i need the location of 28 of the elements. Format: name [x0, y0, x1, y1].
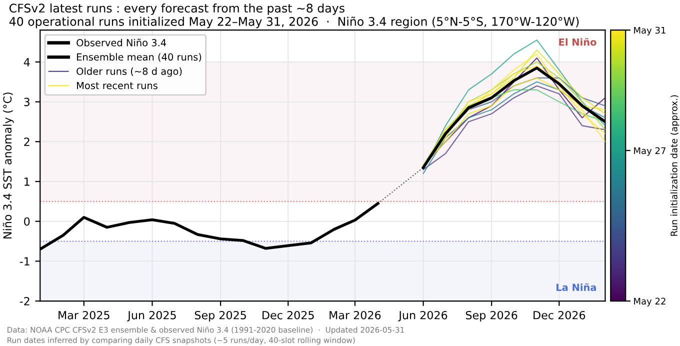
y-tick-label: -1	[20, 257, 30, 266]
x-tick-label: Dec 2025	[262, 310, 314, 320]
x-tick-label: Mar 2026	[330, 310, 381, 320]
chart-title: CFSv2 latest runs : every forecast from the past ~8 days	[10, 3, 344, 15]
color-bar-label: May 22	[634, 298, 666, 306]
x-tick-label: Sep 2026	[466, 310, 518, 322]
x-tick-label: Dec 2026	[534, 310, 586, 320]
x-tick-label: Mar 2025	[58, 310, 110, 320]
color-bar-label: May 31	[634, 26, 666, 36]
y-tick-label: 3	[24, 98, 30, 106]
legend-label: Ensemble mean (40 runs)	[77, 53, 202, 62]
legend-label: Most recent runs	[77, 82, 158, 90]
y-tick-label: 1	[24, 178, 30, 186]
y-tick-label: 2	[24, 138, 30, 146]
x-tick-label: Jun 2025	[127, 310, 176, 322]
color-bar-label: May 27	[634, 147, 666, 156]
band-label: La Niña	[556, 283, 596, 292]
band-label: El Niño	[559, 38, 596, 46]
x-tick-label: Jun 2026	[398, 310, 448, 322]
y-tick-label: 0	[24, 217, 30, 226]
y-axis-title: Niño 3.4 SST anomaly (°C)	[2, 92, 14, 238]
y-tick-label: -2	[20, 296, 30, 306]
x-tick-label: Sep 2025	[194, 310, 246, 322]
legend-label: Observed Niño 3.4	[76, 38, 166, 46]
legend-label: Older runs (~8 d ago)	[76, 67, 182, 77]
y-tick-label: 4	[24, 58, 30, 66]
chart-subtitle: 40 operational runs initialized May 22–May 31, 2026 · Niño 3.4 region (5°N-5°S, 170°W-120°W)	[9, 16, 579, 28]
color-bar-title: Run initialization date (approx.)	[670, 95, 680, 236]
